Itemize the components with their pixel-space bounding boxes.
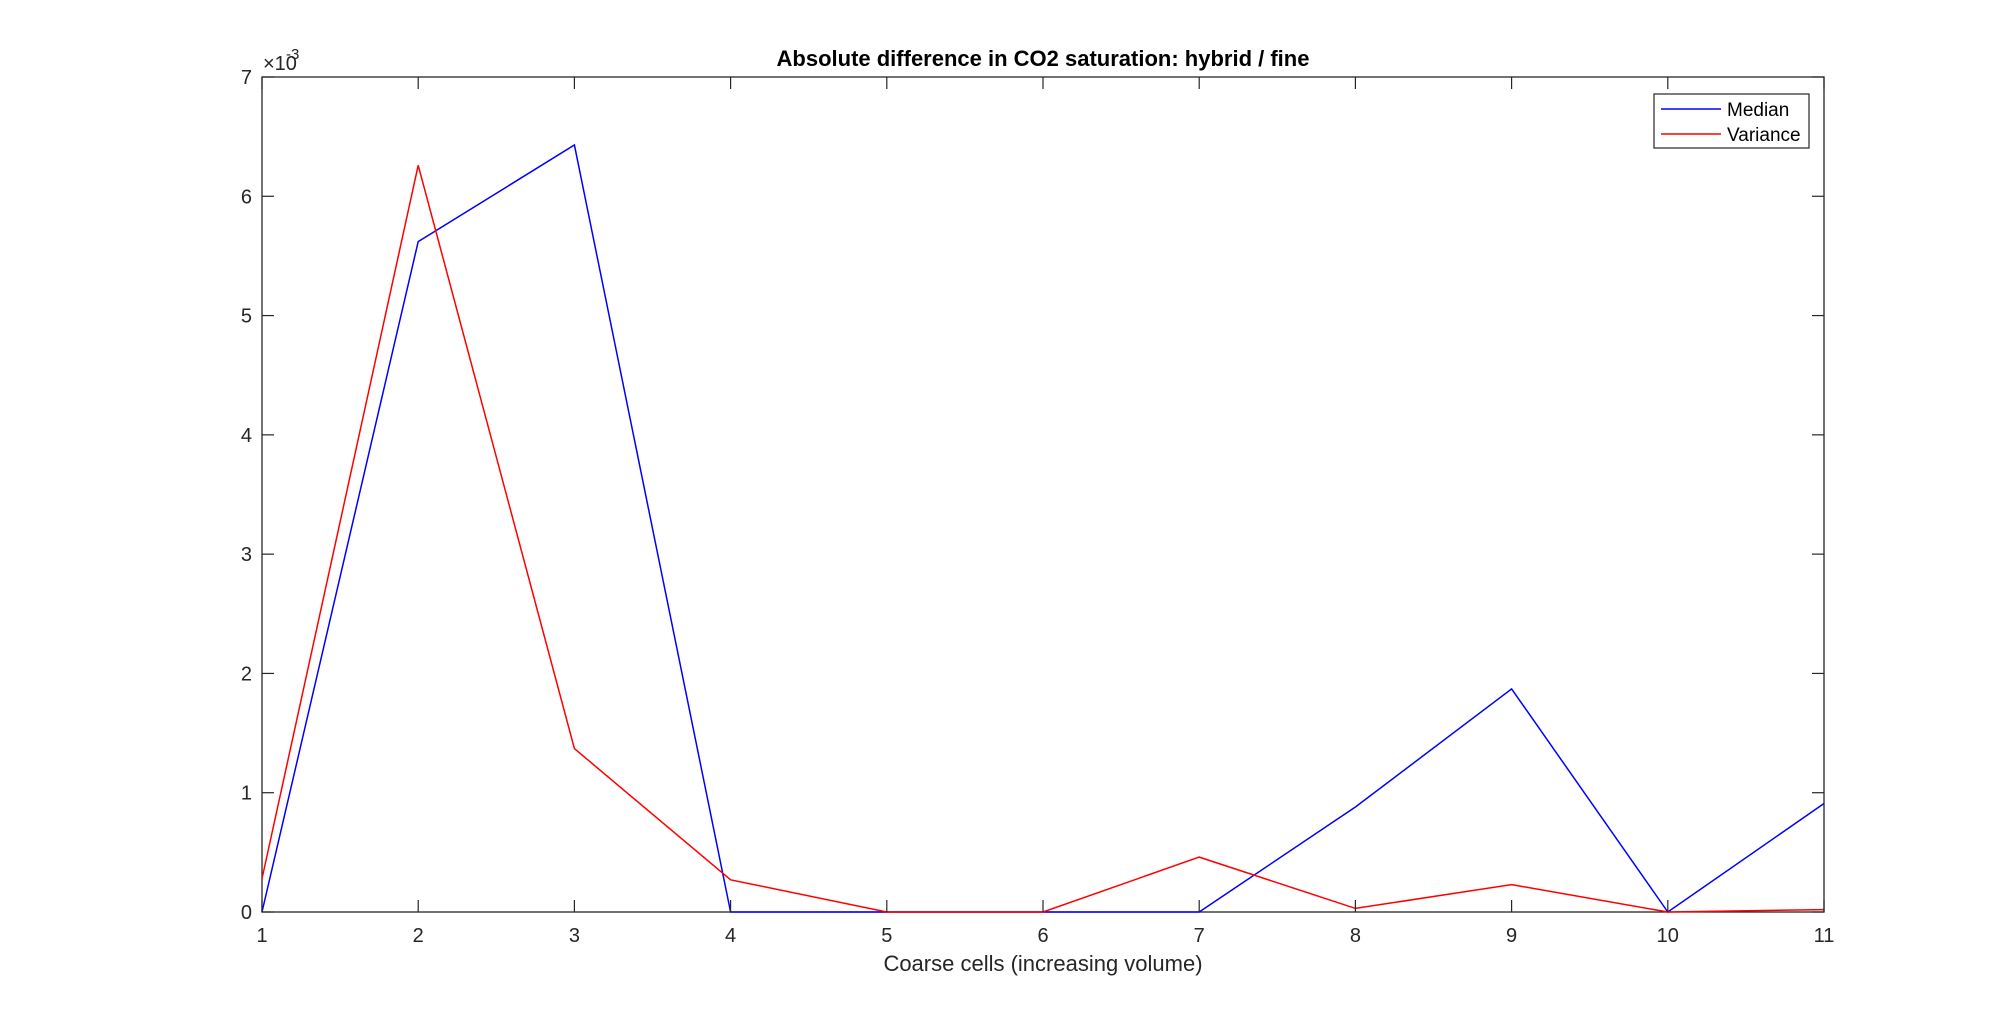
legend-label-variance: Variance bbox=[1727, 125, 1801, 146]
y-tick-label: 2 bbox=[241, 663, 252, 685]
x-tick-label: 9 bbox=[1506, 925, 1517, 947]
y-tick-label: 5 bbox=[241, 306, 252, 328]
x-tick-label: 7 bbox=[1194, 925, 1205, 947]
legend: Median Variance bbox=[1653, 93, 1810, 149]
legend-box bbox=[1653, 93, 1810, 149]
legend-label-median: Median bbox=[1727, 100, 1789, 121]
x-tick-label: 2 bbox=[413, 925, 424, 947]
x-tick-label: 4 bbox=[725, 925, 736, 947]
y-tick-label: 1 bbox=[241, 783, 252, 805]
x-tick-label: 1 bbox=[256, 925, 267, 947]
y-tick-label: 4 bbox=[241, 425, 252, 447]
x-axis-ticks: 1 2 3 4 5 6 7 8 9 10 11 bbox=[256, 77, 1834, 947]
y-exponent-base: ×10 bbox=[263, 53, 297, 75]
x-tick-label: 5 bbox=[881, 925, 892, 947]
chart-title: Absolute difference in CO2 saturation: h… bbox=[777, 46, 1310, 71]
x-tick-label: 8 bbox=[1350, 925, 1361, 947]
y-axis-exponent: ×10 -3 bbox=[263, 46, 299, 75]
y-tick-label: 0 bbox=[241, 902, 252, 924]
y-tick-label: 3 bbox=[241, 544, 252, 566]
y-tick-label: 6 bbox=[241, 186, 252, 208]
y-tick-label: 7 bbox=[241, 67, 252, 89]
y-axis-ticks: 0 1 2 3 4 5 6 7 bbox=[241, 67, 1824, 924]
y-exponent-power: -3 bbox=[286, 46, 299, 63]
x-tick-label: 10 bbox=[1657, 925, 1679, 947]
x-tick-label: 6 bbox=[1037, 925, 1048, 947]
x-tick-label: 11 bbox=[1814, 925, 1835, 947]
axes-box bbox=[261, 76, 1825, 913]
x-tick-label: 3 bbox=[569, 925, 580, 947]
x-axis-label: Coarse cells (increasing volume) bbox=[883, 951, 1202, 976]
